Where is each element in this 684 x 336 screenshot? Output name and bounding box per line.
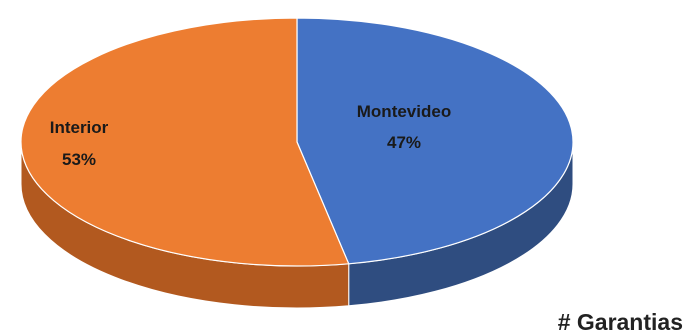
pie-slice-interior: [20, 17, 350, 267]
slice-name-interior: Interior: [50, 118, 109, 137]
pie-slice-montevideo: [296, 17, 574, 265]
slice-percent-interior: 53%: [62, 150, 96, 169]
slice-labels: Montevideo 47% Interior 53%: [50, 102, 452, 169]
pie-tops: [20, 17, 574, 267]
slice-percent-montevideo: 47%: [387, 133, 421, 152]
slice-name-montevideo: Montevideo: [357, 102, 451, 121]
chart-title: # Garantias: [558, 309, 683, 335]
